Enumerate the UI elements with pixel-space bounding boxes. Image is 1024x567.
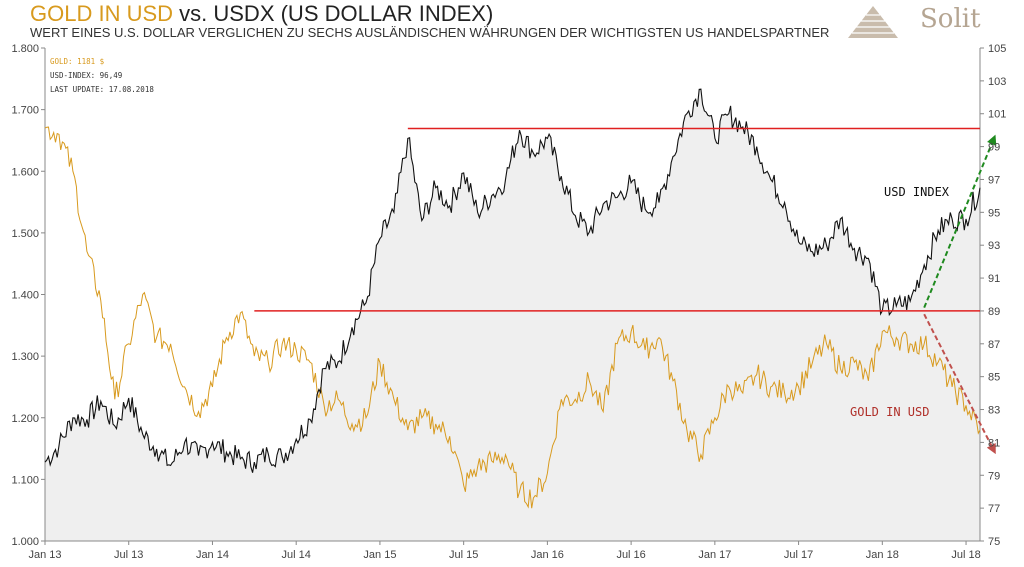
x-tick-label: Jul 13 <box>114 549 143 561</box>
solit-logo: Solit <box>828 2 998 42</box>
right-tick-label: 87 <box>988 339 1000 351</box>
x-tick-label: Jan 18 <box>866 549 899 561</box>
x-tick-label: Jul 15 <box>449 549 478 561</box>
left-tick-label: 1.300 <box>11 351 39 363</box>
x-tick-label: Jul 16 <box>616 549 645 561</box>
left-tick-label: 1.800 <box>11 43 39 55</box>
info-usdx: USD-INDEX: 96,49 <box>50 71 123 80</box>
right-tick-label: 91 <box>988 273 1000 285</box>
series-lines <box>44 88 981 509</box>
usd-index-area <box>45 89 980 541</box>
right-tick-label: 105 <box>988 43 1006 55</box>
info-update: LAST UPDATE: 17.08.2018 <box>50 85 154 94</box>
right-tick-label: 99 <box>988 142 1000 154</box>
right-tick-label: 89 <box>988 306 1000 318</box>
right-tick-label: 101 <box>988 109 1006 121</box>
title-rest-part: vs. USDX (US DOLLAR INDEX) <box>173 1 494 26</box>
x-tick-label: Jul 18 <box>951 549 980 561</box>
right-tick-label: 81 <box>988 437 1000 449</box>
logo-text: Solit <box>920 4 981 34</box>
left-tick-label: 1.600 <box>11 166 39 178</box>
title-gold-part: GOLD IN USD <box>30 1 174 26</box>
gold-line <box>44 126 981 509</box>
right-tick-label: 77 <box>988 503 1000 515</box>
up-arrow <box>923 134 997 309</box>
x-tick-label: Jul 17 <box>784 549 813 561</box>
x-tick-label: Jul 14 <box>282 549 311 561</box>
right-tick-label: 95 <box>988 207 1000 219</box>
info-box: GOLD: 1181 $ USD-INDEX: 96,49 LAST UPDAT… <box>50 55 154 97</box>
pyramid-icon <box>848 6 898 38</box>
right-tick-label: 83 <box>988 405 1000 417</box>
left-tick-label: 1.400 <box>11 290 39 302</box>
x-tick-label: Jan 15 <box>363 549 396 561</box>
usd-index-fill <box>45 89 980 541</box>
right-tick-label: 103 <box>988 76 1006 88</box>
axes <box>41 47 984 545</box>
usd-index-line <box>44 88 981 473</box>
gold-label: GOLD IN USD <box>850 405 929 419</box>
annotations <box>254 127 997 455</box>
left-tick-label: 1.500 <box>11 228 39 240</box>
left-tick-label: 1.100 <box>11 474 39 486</box>
axis-labels: 1.000 1.100 1.200 1.300 1.400 1.500 1.600 1.700… <box>11 43 1006 561</box>
right-tick-label: 97 <box>988 174 1000 186</box>
x-tick-label: Jan 16 <box>531 549 564 561</box>
chart-title: GOLD IN USD vs. USDX (US DOLLAR INDEX) <box>30 1 493 27</box>
right-tick-label: 93 <box>988 240 1000 252</box>
usd-index-label: USD INDEX <box>884 185 950 199</box>
chart-subtitle: WERT EINES U.S. DOLLAR VERGLICHEN ZU SEC… <box>30 25 830 40</box>
left-tick-label: 1.700 <box>11 105 39 117</box>
left-tick-label: 1.000 <box>11 536 39 548</box>
x-tick-label: Jan 17 <box>698 549 731 561</box>
right-tick-label: 85 <box>988 372 1000 384</box>
info-gold: GOLD: 1181 $ <box>50 57 105 66</box>
right-tick-label: 79 <box>988 470 1000 482</box>
down-arrow <box>923 313 996 455</box>
right-tick-label: 75 <box>988 536 1000 548</box>
x-tick-label: Jan 13 <box>28 549 61 561</box>
left-tick-label: 1.200 <box>11 413 39 425</box>
x-tick-label: Jan 14 <box>196 549 229 561</box>
